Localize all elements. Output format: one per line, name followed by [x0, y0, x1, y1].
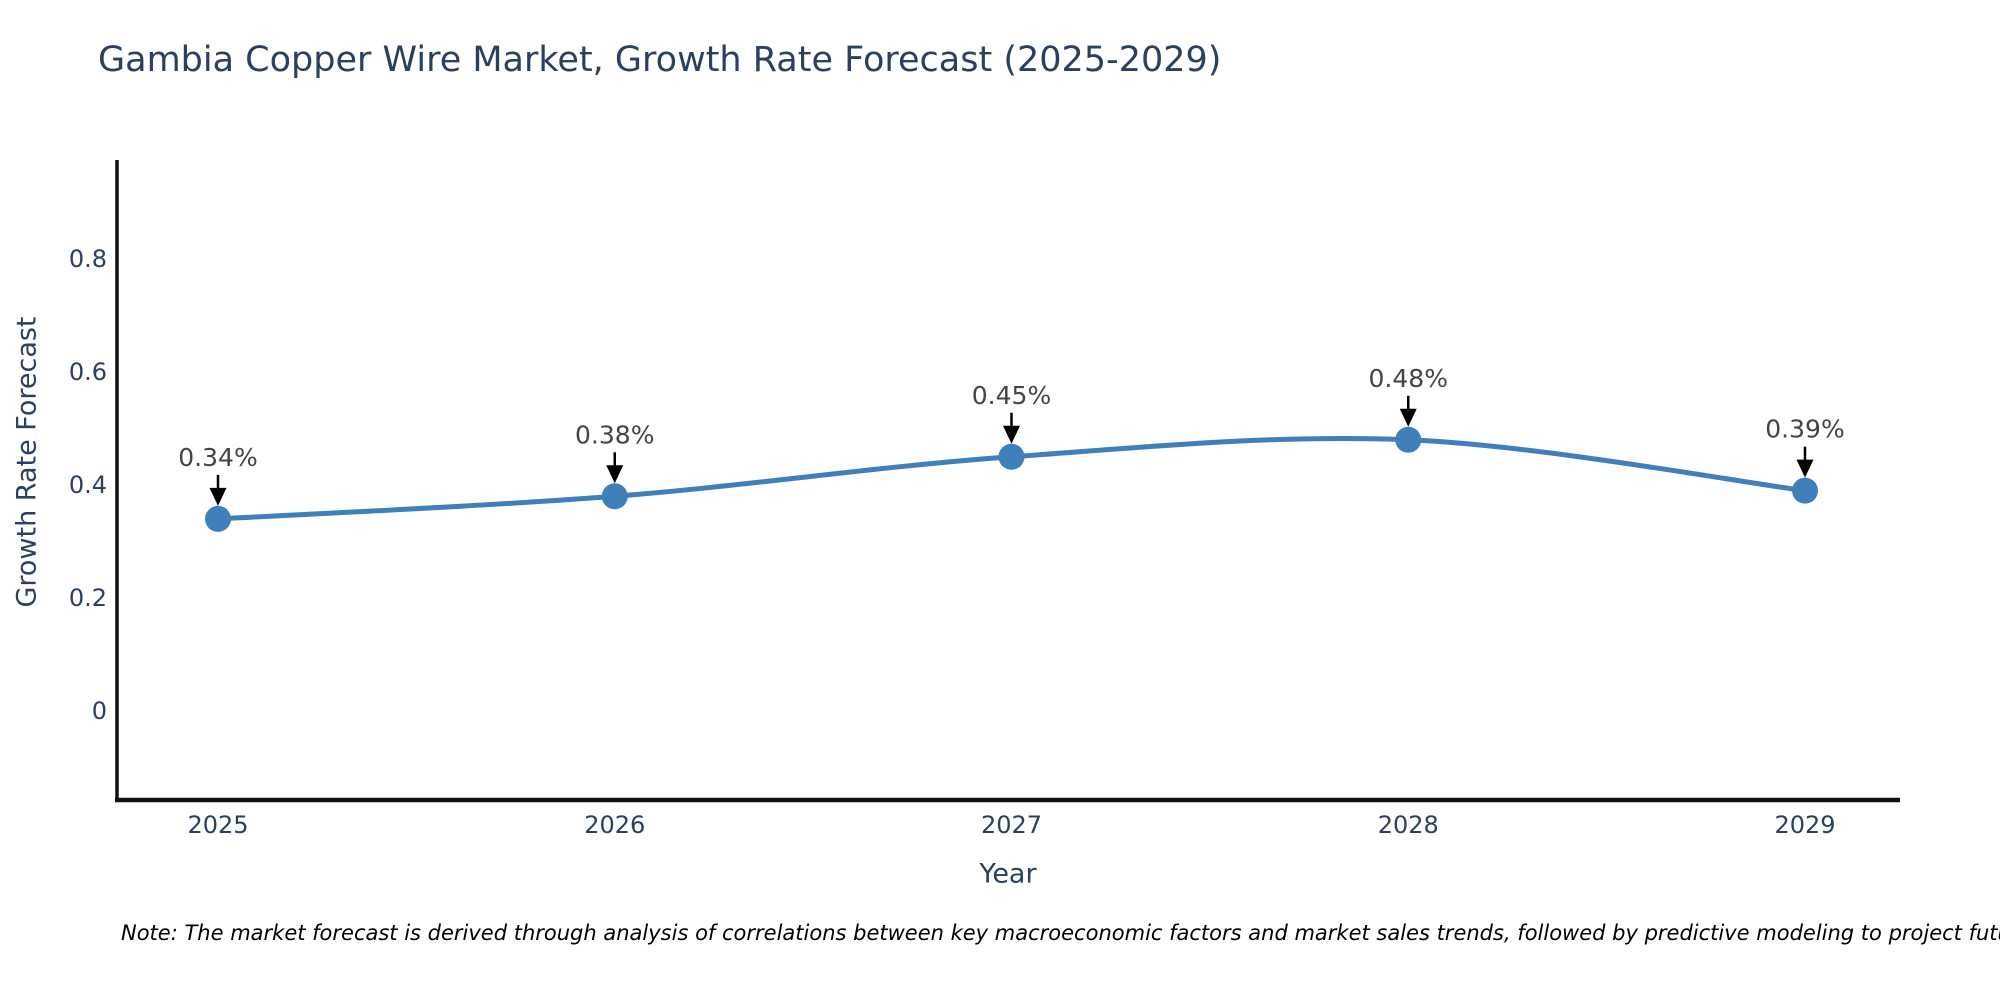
- annotation-label: 0.38%: [575, 420, 654, 449]
- x-axis-title: Year: [979, 858, 1037, 890]
- y-tick-label: 0: [92, 697, 107, 725]
- data-point-marker: [205, 505, 231, 532]
- y-tick-label: 0.6: [69, 358, 107, 386]
- annotation-arrowhead: [209, 487, 227, 506]
- y-tick-label: 0.8: [69, 245, 107, 273]
- annotation-label: 0.34%: [178, 443, 257, 472]
- annotation-arrowhead: [1796, 459, 1814, 478]
- data-point-marker: [998, 443, 1025, 470]
- data-point-marker: [1792, 477, 1818, 504]
- annotation-arrowhead: [1399, 408, 1417, 427]
- annotation-label: 0.39%: [1765, 415, 1844, 444]
- annotation-arrowhead: [606, 465, 624, 484]
- annotation-label: 0.48%: [1369, 364, 1448, 393]
- annotation-label: 0.45%: [972, 381, 1051, 410]
- data-point-marker: [1395, 426, 1422, 453]
- chart-title: Gambia Copper Wire Market, Growth Rate F…: [98, 40, 1222, 80]
- data-point-marker: [601, 483, 628, 510]
- x-tick-label: 2027: [981, 811, 1042, 839]
- y-tick-label: 0.2: [69, 584, 107, 612]
- footnote: Note: The market forecast is derived thr…: [121, 921, 2000, 945]
- x-tick-label: 2029: [1774, 811, 1835, 839]
- y-tick-label: 0.4: [69, 471, 107, 499]
- x-tick-label: 2026: [584, 811, 645, 839]
- x-tick-label: 2028: [1378, 811, 1439, 839]
- annotation-arrowhead: [1003, 425, 1020, 444]
- x-tick-label: 2025: [187, 811, 248, 839]
